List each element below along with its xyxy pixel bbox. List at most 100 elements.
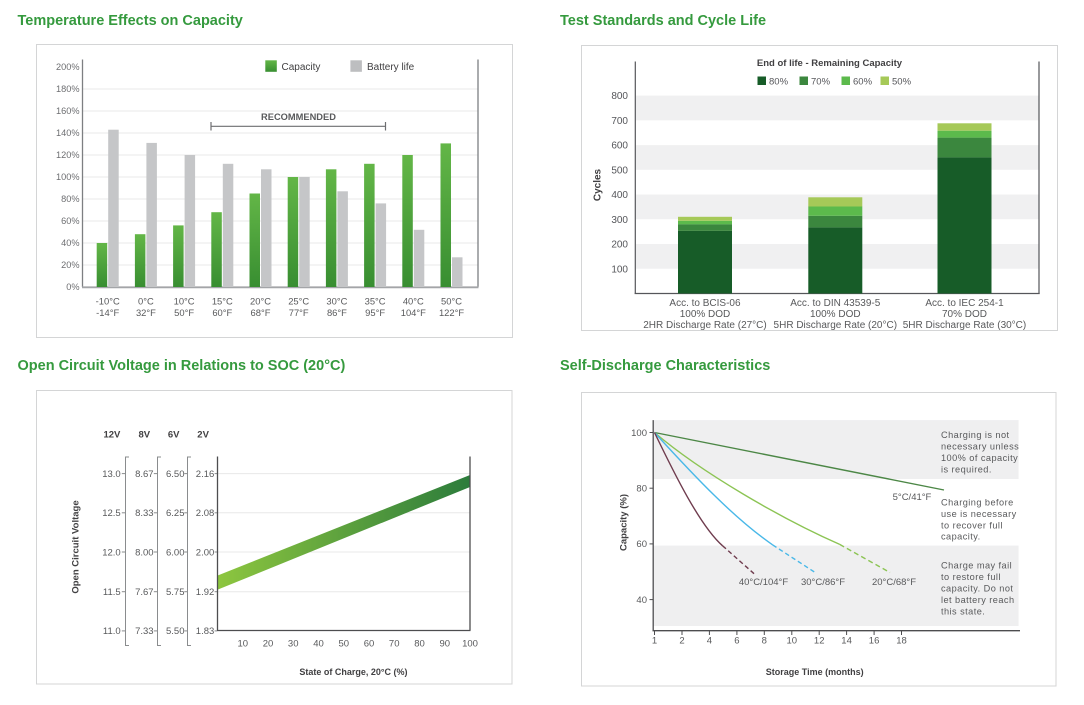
svg-text:600: 600 xyxy=(611,141,628,152)
svg-text:60: 60 xyxy=(364,639,375,650)
svg-text:14: 14 xyxy=(841,636,852,647)
svg-text:32°F: 32°F xyxy=(136,307,156,318)
svg-text:50%: 50% xyxy=(892,76,912,87)
svg-text:2.00: 2.00 xyxy=(196,547,215,558)
svg-text:Acc. to BCIS-06: Acc. to BCIS-06 xyxy=(669,298,741,309)
svg-text:12.5: 12.5 xyxy=(102,508,121,519)
svg-text:Open Circuit Voltage in Relati: Open Circuit Voltage in Relations to SOC… xyxy=(18,358,346,374)
svg-text:60%: 60% xyxy=(853,76,873,87)
svg-text:capacity.: capacity. xyxy=(941,532,981,542)
svg-text:Storage Time (months): Storage Time (months) xyxy=(766,667,864,677)
svg-text:40: 40 xyxy=(313,639,324,650)
svg-text:700: 700 xyxy=(611,116,628,127)
svg-text:200%: 200% xyxy=(56,62,80,72)
svg-text:200: 200 xyxy=(611,240,628,251)
svg-text:50°C: 50°C xyxy=(441,296,462,307)
svg-text:10: 10 xyxy=(238,639,249,650)
svg-text:Charge may fail: Charge may fail xyxy=(941,560,1012,570)
svg-text:70% DOD: 70% DOD xyxy=(942,309,987,320)
svg-text:104°F: 104°F xyxy=(401,307,426,318)
svg-text:20: 20 xyxy=(263,639,274,650)
svg-text:11.5: 11.5 xyxy=(103,587,121,598)
svg-text:7.33: 7.33 xyxy=(135,626,154,637)
svg-text:40%: 40% xyxy=(61,238,79,248)
svg-text:2: 2 xyxy=(679,636,684,647)
svg-text:100% of capacity: 100% of capacity xyxy=(941,453,1018,463)
svg-text:Charging is not: Charging is not xyxy=(941,430,1010,440)
svg-text:20°C/68°F: 20°C/68°F xyxy=(872,577,916,588)
svg-text:to recover full: to recover full xyxy=(941,520,1003,530)
svg-text:35°C: 35°C xyxy=(365,296,386,307)
svg-text:Temperature Effects on Capacit: Temperature Effects on Capacity xyxy=(18,13,243,29)
svg-text:0%: 0% xyxy=(66,282,79,292)
svg-text:use is necessary: use is necessary xyxy=(941,509,1017,519)
svg-text:180%: 180% xyxy=(56,84,80,94)
svg-text:500: 500 xyxy=(611,165,628,176)
svg-text:Cycles: Cycles xyxy=(593,168,604,201)
svg-text:95°F: 95°F xyxy=(365,307,385,318)
svg-text:100: 100 xyxy=(611,264,628,275)
svg-text:8: 8 xyxy=(762,636,767,647)
svg-text:1.92: 1.92 xyxy=(196,587,215,598)
svg-text:16: 16 xyxy=(869,636,880,647)
svg-text:70: 70 xyxy=(389,639,400,650)
svg-text:Acc. to DIN 43539-5: Acc. to DIN 43539-5 xyxy=(790,298,880,309)
svg-text:800: 800 xyxy=(611,91,628,102)
svg-text:5°C/41°F: 5°C/41°F xyxy=(893,492,932,503)
svg-text:6.00: 6.00 xyxy=(166,547,185,558)
svg-text:30: 30 xyxy=(288,639,299,650)
svg-text:5.50: 5.50 xyxy=(166,626,185,637)
svg-text:8V: 8V xyxy=(138,430,150,441)
svg-text:13.0: 13.0 xyxy=(102,469,121,480)
svg-text:Test Standards and Cycle Life: Test Standards and Cycle Life xyxy=(560,13,766,29)
svg-text:Self-Discharge Characteristics: Self-Discharge Characteristics xyxy=(560,358,770,374)
svg-text:40°C/104°F: 40°C/104°F xyxy=(739,577,789,588)
svg-text:8.67: 8.67 xyxy=(135,469,154,480)
svg-text:12.0: 12.0 xyxy=(102,547,121,558)
svg-text:Battery life: Battery life xyxy=(367,62,415,73)
svg-text:8.00: 8.00 xyxy=(135,547,154,558)
svg-text:80: 80 xyxy=(636,484,647,495)
svg-text:0°C: 0°C xyxy=(138,296,154,307)
svg-text:6: 6 xyxy=(734,636,739,647)
svg-text:let battery reach: let battery reach xyxy=(941,595,1015,605)
svg-text:30°C: 30°C xyxy=(326,296,347,307)
svg-text:68°F: 68°F xyxy=(251,307,271,318)
svg-text:25°C: 25°C xyxy=(288,296,309,307)
svg-text:122°F: 122°F xyxy=(439,307,464,318)
svg-text:-10°C: -10°C xyxy=(96,296,120,307)
svg-text:120%: 120% xyxy=(56,150,80,160)
svg-text:2.16: 2.16 xyxy=(196,469,215,480)
svg-text:300: 300 xyxy=(611,215,628,226)
svg-text:100% DOD: 100% DOD xyxy=(680,309,731,320)
svg-text:80%: 80% xyxy=(61,194,79,204)
svg-text:Acc. to IEC 254-1: Acc. to IEC 254-1 xyxy=(925,298,1004,309)
svg-text:40°C: 40°C xyxy=(403,296,424,307)
svg-text:Capacity: Capacity xyxy=(282,62,321,73)
svg-text:necessary unless: necessary unless xyxy=(941,442,1019,452)
svg-text:100%: 100% xyxy=(56,172,80,182)
svg-text:End of life - Remaining Capaci: End of life - Remaining Capacity xyxy=(757,58,903,69)
svg-text:Capacity (%): Capacity (%) xyxy=(619,494,630,551)
svg-text:20°C: 20°C xyxy=(250,296,271,307)
svg-text:12V: 12V xyxy=(103,430,121,441)
svg-text:80%: 80% xyxy=(769,76,789,87)
svg-text:140%: 140% xyxy=(56,128,80,138)
svg-text:4: 4 xyxy=(707,636,712,647)
svg-text:50°F: 50°F xyxy=(174,307,194,318)
svg-text:10°C: 10°C xyxy=(174,296,195,307)
svg-text:60%: 60% xyxy=(61,216,79,226)
svg-text:15°C: 15°C xyxy=(212,296,233,307)
svg-text:60: 60 xyxy=(636,539,647,550)
svg-text:2.08: 2.08 xyxy=(196,508,215,519)
svg-text:100: 100 xyxy=(462,639,478,650)
svg-text:1.83: 1.83 xyxy=(196,626,215,637)
svg-text:5HR Discharge Rate (30°C): 5HR Discharge Rate (30°C) xyxy=(903,320,1027,331)
svg-text:100: 100 xyxy=(631,428,647,439)
svg-text:5.75: 5.75 xyxy=(166,587,185,598)
svg-text:Charging before: Charging before xyxy=(941,498,1014,508)
svg-text:18: 18 xyxy=(896,636,907,647)
svg-text:160%: 160% xyxy=(56,106,80,116)
svg-text:Open Circuit Voltage: Open Circuit Voltage xyxy=(71,500,82,593)
svg-text:50: 50 xyxy=(339,639,350,650)
